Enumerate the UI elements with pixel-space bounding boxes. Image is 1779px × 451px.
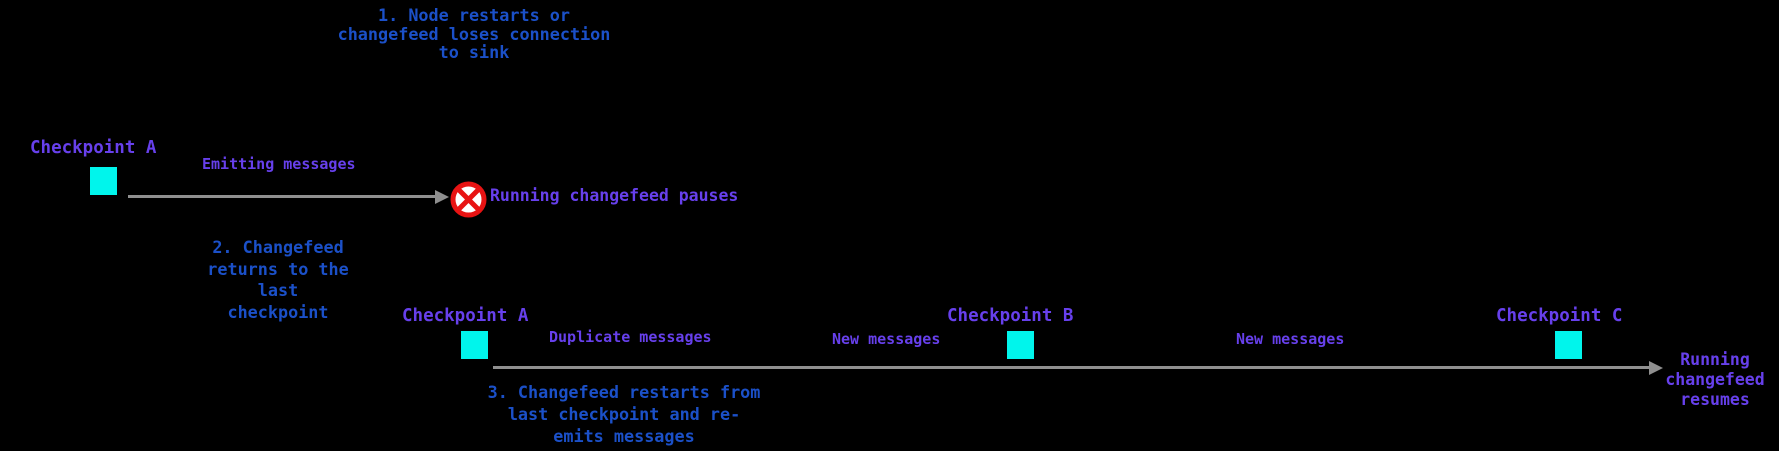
running-changefeed-pauses-label: Running changefeed pauses bbox=[490, 186, 739, 205]
checkpoint-a-marker-timeline1 bbox=[90, 167, 117, 195]
new-messages-label-1: New messages bbox=[832, 330, 941, 348]
timeline2-arrow-line bbox=[493, 366, 1649, 369]
running-changefeed-resumes-label: Running changefeed resumes bbox=[1665, 350, 1765, 409]
duplicate-messages-label: Duplicate messages bbox=[549, 328, 712, 346]
checkpoint-c-label: Checkpoint C bbox=[1496, 306, 1623, 326]
note-step2: 2. Changefeed returns to the last checkp… bbox=[207, 237, 349, 322]
emitting-messages-label: Emitting messages bbox=[202, 155, 356, 173]
note-step1: 1. Node restarts or changefeed loses con… bbox=[337, 5, 611, 62]
checkpoint-a-label-timeline1: Checkpoint A bbox=[30, 138, 157, 158]
checkpoint-b-label: Checkpoint B bbox=[947, 306, 1074, 326]
new-messages-label-2: New messages bbox=[1236, 330, 1345, 348]
timeline2-arrowhead bbox=[1649, 361, 1663, 375]
note-step3: 3. Changefeed restarts from last checkpo… bbox=[487, 382, 761, 446]
circled-x-icon bbox=[450, 181, 487, 218]
checkpoint-c-marker bbox=[1555, 331, 1582, 359]
checkpoint-a-label-timeline2: Checkpoint A bbox=[402, 306, 529, 326]
timeline1-arrowhead bbox=[435, 190, 449, 204]
timeline1-arrow-line bbox=[128, 195, 437, 198]
checkpoint-b-marker bbox=[1007, 331, 1034, 359]
checkpoint-a-marker-timeline2 bbox=[461, 331, 488, 359]
